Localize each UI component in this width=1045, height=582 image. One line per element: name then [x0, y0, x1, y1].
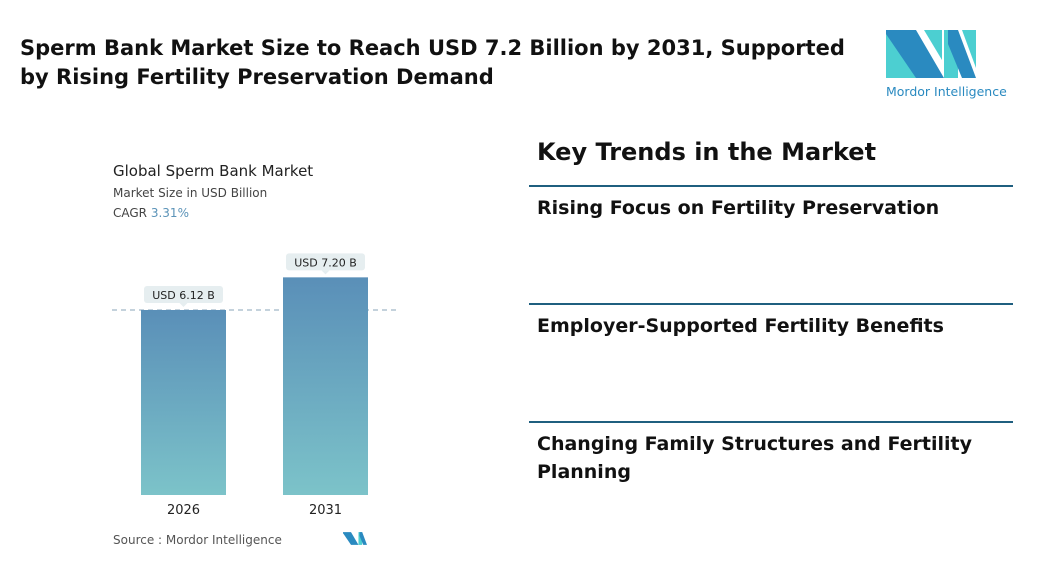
cagr-label: CAGR: [113, 206, 148, 220]
x-tick-label: 2031: [309, 503, 342, 518]
trend-item: Employer-Supported Fertility Benefits: [537, 315, 944, 337]
bar-2026: [141, 310, 226, 495]
divider: [529, 303, 1013, 305]
data-label-bg: [144, 286, 223, 303]
data-label-pointer: [321, 270, 330, 275]
cagr: CAGR 3.31%: [113, 206, 189, 220]
chart-subtitle: Market Size in USD Billion: [113, 186, 268, 200]
data-label-bg: [286, 253, 365, 271]
cagr-value: 3.31%: [150, 206, 189, 220]
data-label-pointer: [179, 303, 188, 307]
x-tick-label: 2026: [167, 503, 200, 518]
bar-2031: [283, 277, 368, 495]
chart-title: Global Sperm Bank Market: [113, 162, 314, 180]
mordor-logo: Mordor Intelligence: [886, 30, 1007, 99]
trend-item: Rising Focus on Fertility Preservation: [537, 197, 940, 219]
divider: [529, 421, 1013, 423]
logo-text: Mordor Intelligence: [886, 84, 1007, 99]
page-title: Sperm Bank Market Size to Reach USD 7.2 …: [20, 36, 845, 89]
mordor-logo-icon: [886, 30, 976, 78]
source-logo-icon: [343, 532, 367, 545]
bar-chart: USD 6.12 B 2026 USD 7.20 B 2031: [112, 253, 400, 518]
key-trends-heading: Key Trends in the Market: [537, 138, 877, 166]
data-label: USD 7.20 B: [294, 256, 357, 269]
divider: [529, 185, 1013, 187]
source-text: Source : Mordor Intelligence: [113, 533, 282, 547]
trend-item: Changing Family Structures and Fertility…: [537, 433, 973, 483]
data-label: USD 6.12 B: [152, 289, 215, 302]
